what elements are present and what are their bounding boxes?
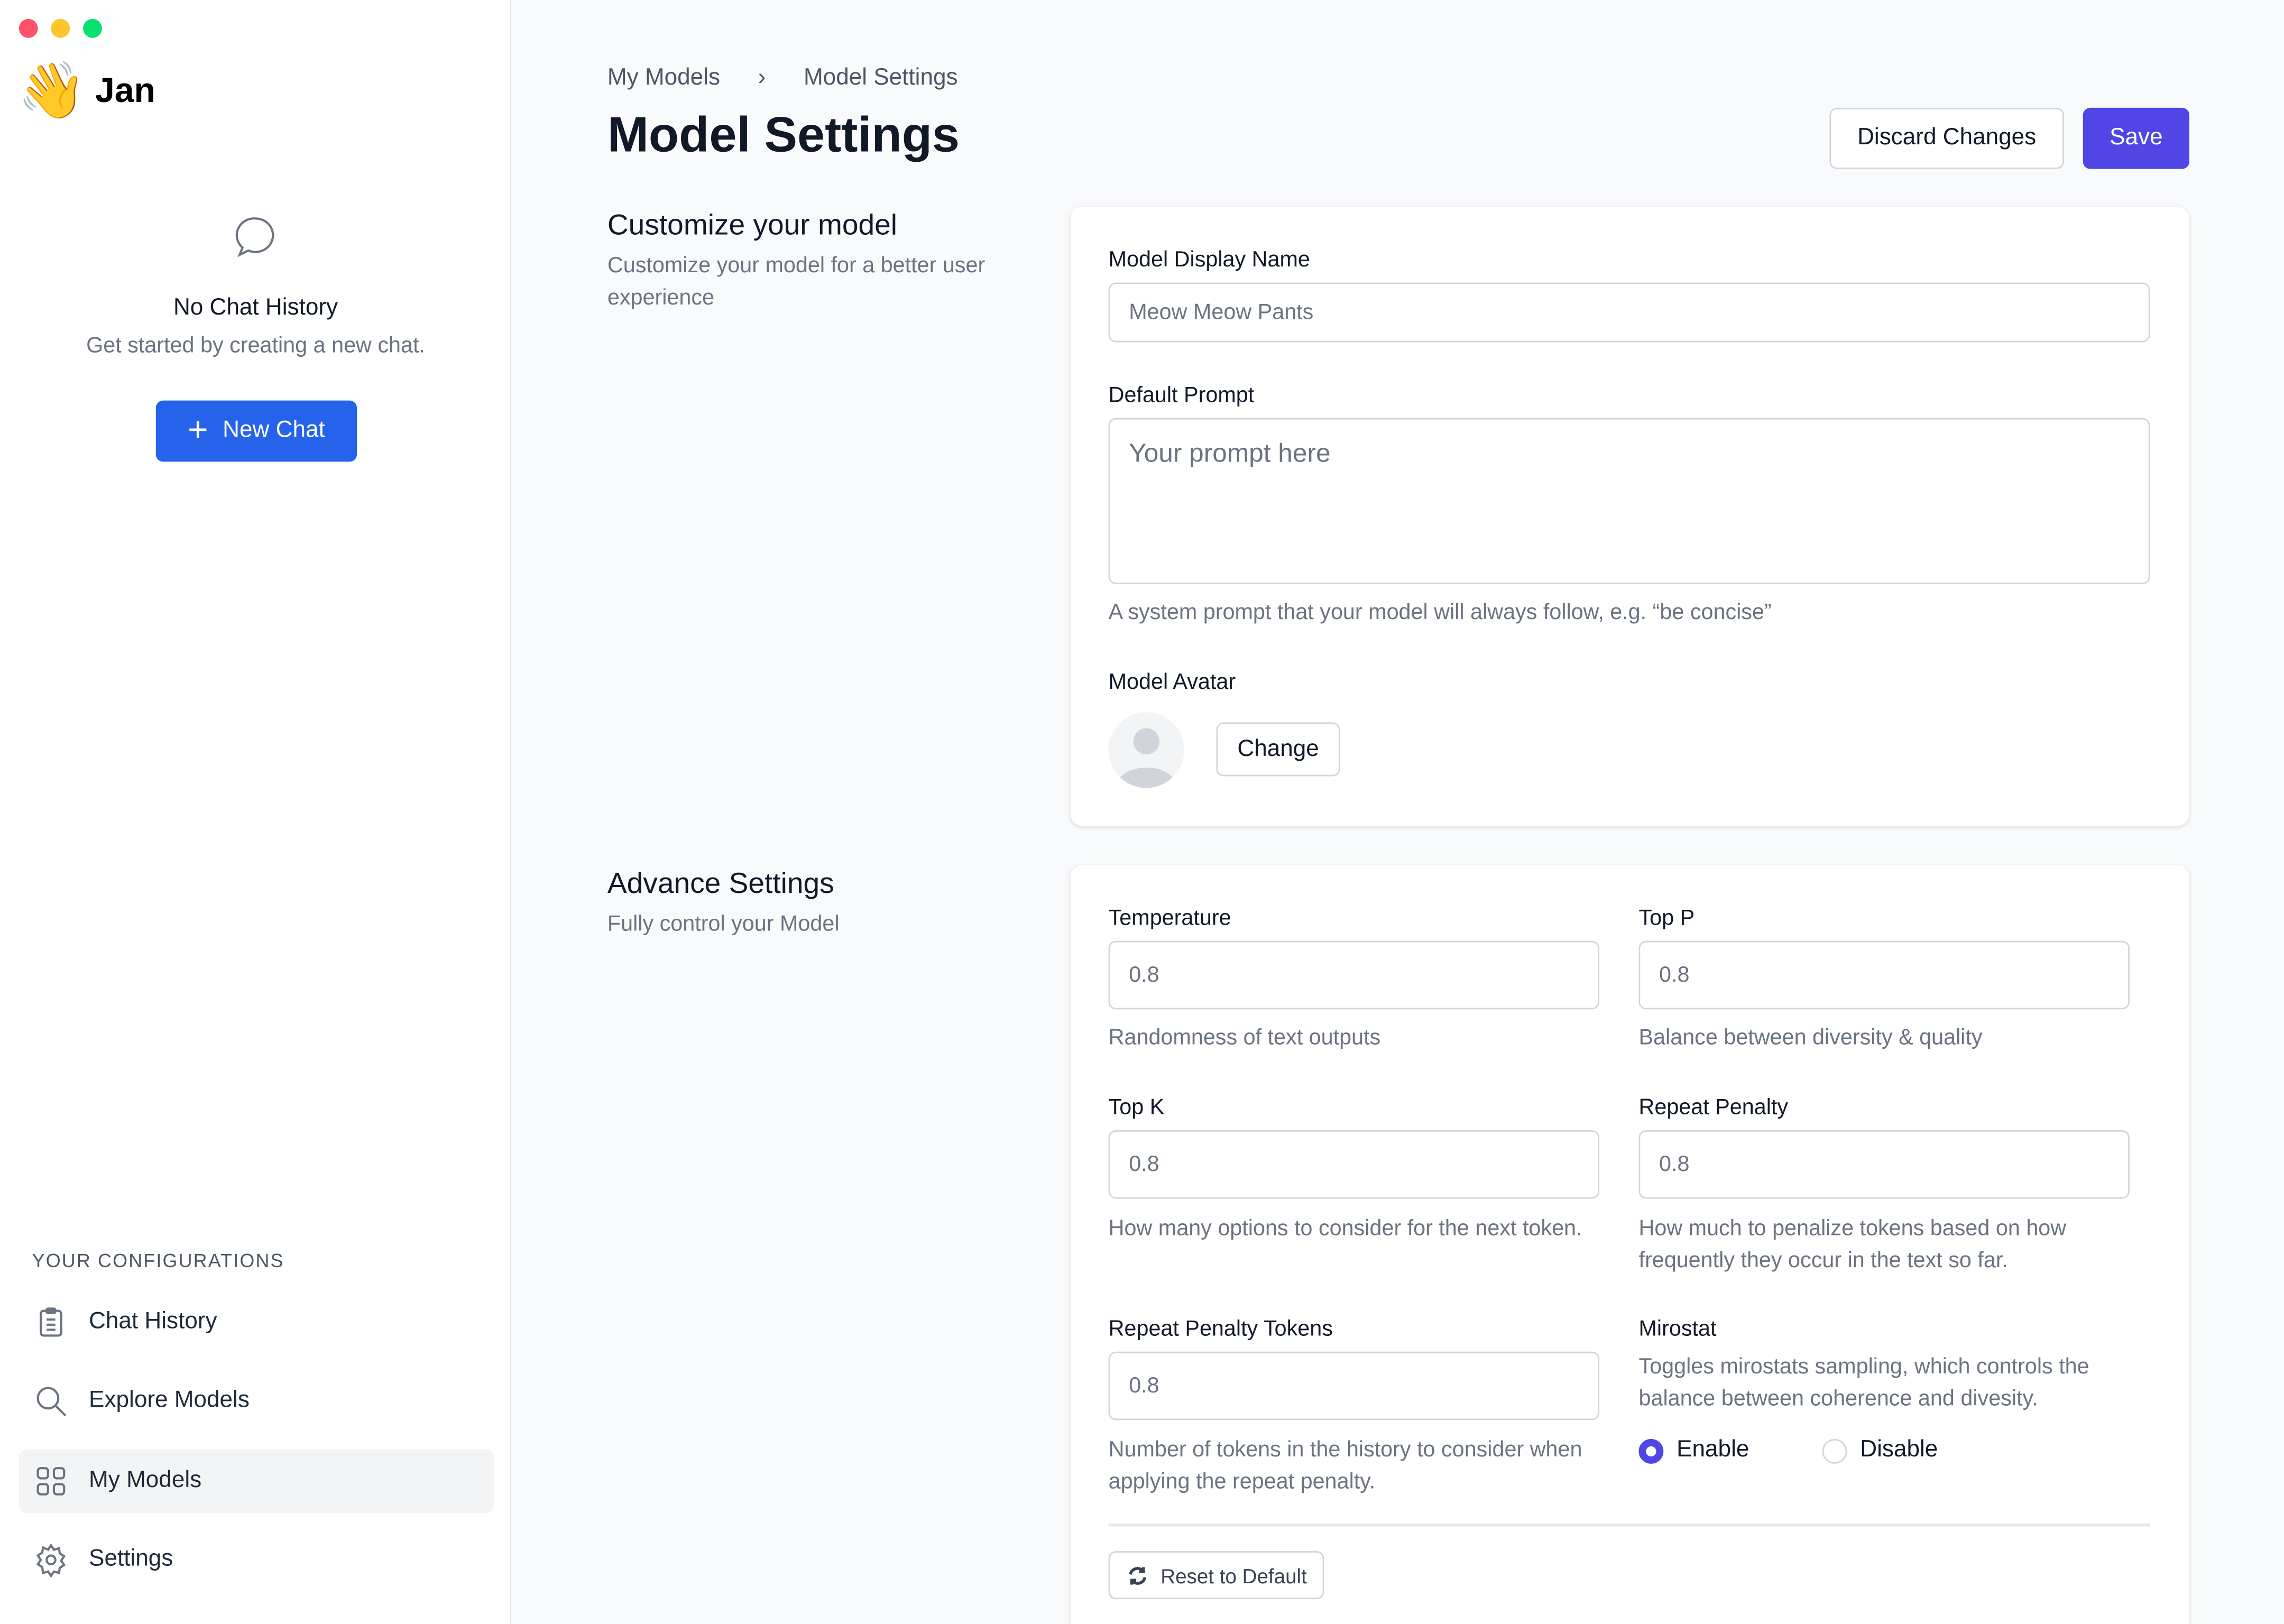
breadcrumb: My Models › Model Settings <box>607 66 958 92</box>
enable-label: Enable <box>1677 1437 1749 1463</box>
mirostat-help: Toggles mirostats sampling, which contro… <box>1638 1354 2089 1411</box>
change-avatar-button[interactable]: Change <box>1216 722 1340 777</box>
temperature-label: Temperature <box>1108 906 1231 931</box>
breadcrumb-current: Model Settings <box>803 65 958 90</box>
close-window-button[interactable] <box>19 19 38 38</box>
mirostat-disable-radio[interactable]: Disable <box>1822 1437 1938 1464</box>
top-p-help: Balance between diversity & quality <box>1638 1025 1983 1050</box>
app-name: Jan <box>95 71 155 111</box>
display-name-label: Model Display Name <box>1108 247 1310 273</box>
discard-changes-button[interactable]: Discard Changes <box>1829 107 2064 169</box>
radio-unchecked-icon <box>1822 1438 1847 1463</box>
customize-title: Customize your model <box>607 209 898 242</box>
clipboard-icon <box>40 1307 62 1337</box>
avatar-placeholder-icon <box>1108 712 1184 788</box>
chat-bubble-icon <box>235 217 274 257</box>
mirostat-enable-radio[interactable]: Enable <box>1638 1437 1749 1464</box>
repeat-penalty-input[interactable]: 0.8 <box>1638 1130 2130 1199</box>
disable-label: Disable <box>1860 1437 1938 1463</box>
repeat-penalty-tokens-help: Number of tokens in the history to consi… <box>1108 1437 1582 1494</box>
refresh-icon <box>1128 1566 1146 1584</box>
top-k-input[interactable]: 0.8 <box>1108 1130 1600 1199</box>
avatar-label: Model Avatar <box>1108 670 1236 695</box>
sidebar-item-label: Explore Models <box>89 1388 250 1413</box>
advance-title: Advance Settings <box>607 868 834 900</box>
grid-icon <box>36 1467 66 1496</box>
save-button[interactable]: Save <box>2083 107 2189 169</box>
plus-icon: + <box>188 410 208 450</box>
search-icon <box>36 1387 67 1417</box>
new-chat-label: New Chat <box>223 418 325 443</box>
page-title: Model Settings <box>607 107 960 163</box>
advance-subtitle: Fully control your Model <box>607 911 840 937</box>
top-k-label: Top K <box>1108 1095 1165 1120</box>
repeat-penalty-tokens-input[interactable]: 0.8 <box>1108 1351 1600 1420</box>
new-chat-button[interactable]: + New Chat <box>155 400 357 462</box>
sidebar-item-settings[interactable]: Settings <box>19 1528 494 1592</box>
repeat-penalty-label: Repeat Penalty <box>1638 1095 1789 1120</box>
display-name-input[interactable]: Meow Meow Pants <box>1108 282 2150 343</box>
sidebar: 👋 Jan No Chat History Get started by cre… <box>0 0 512 1624</box>
chevron-right-icon: › <box>758 65 766 90</box>
top-p-input[interactable]: 0.8 <box>1638 940 2130 1010</box>
temperature-input[interactable]: 0.8 <box>1108 940 1600 1010</box>
default-prompt-textarea[interactable]: Your prompt here <box>1108 418 2150 584</box>
gear-icon <box>36 1543 66 1577</box>
prompt-help: A system prompt that your model will alw… <box>1108 600 1772 625</box>
reset-to-default-button[interactable]: Reset to Default <box>1108 1551 1324 1600</box>
empty-title: No Chat History <box>173 296 338 321</box>
reset-label: Reset to Default <box>1161 1563 1307 1587</box>
main-content: My Models › Model Settings Model Setting… <box>513 0 2284 1624</box>
customize-card: Model Display Name Meow Meow Pants Defau… <box>1070 207 2189 826</box>
customize-subtitle: Customize your model for a better user e… <box>607 253 986 310</box>
sidebar-item-label: Chat History <box>89 1309 217 1334</box>
sidebar-item-chat-history[interactable]: Chat History <box>19 1290 494 1354</box>
top-k-help: How many options to consider for the nex… <box>1108 1216 1582 1241</box>
minimize-window-button[interactable] <box>51 19 70 38</box>
waving-hand-icon: 👋 <box>17 61 87 123</box>
breadcrumb-my-models[interactable]: My Models <box>607 65 721 90</box>
sidebar-item-explore-models[interactable]: Explore Models <box>19 1369 494 1433</box>
empty-subtitle: Get started by creating a new chat. <box>86 333 425 358</box>
maximize-window-button[interactable] <box>83 19 102 38</box>
divider <box>1108 1523 2150 1527</box>
top-p-label: Top P <box>1638 906 1695 931</box>
configurations-heading: YOUR CONFIGURATIONS <box>32 1249 284 1272</box>
sidebar-item-my-models[interactable]: My Models <box>19 1449 494 1514</box>
advance-card: Temperature 0.8 Randomness of text outpu… <box>1070 865 2189 1624</box>
repeat-penalty-tokens-label: Repeat Penalty Tokens <box>1108 1316 1333 1342</box>
sidebar-item-label: Settings <box>89 1546 173 1572</box>
app-logo: 👋 Jan <box>17 58 155 125</box>
repeat-penalty-help: How much to penalize tokens based on how… <box>1638 1216 2067 1273</box>
radio-checked-icon <box>1638 1438 1664 1463</box>
sidebar-item-label: My Models <box>89 1468 202 1493</box>
default-prompt-label: Default Prompt <box>1108 383 1255 408</box>
mirostat-label: Mirostat <box>1638 1316 1717 1342</box>
temperature-help: Randomness of text outputs <box>1108 1025 1381 1050</box>
